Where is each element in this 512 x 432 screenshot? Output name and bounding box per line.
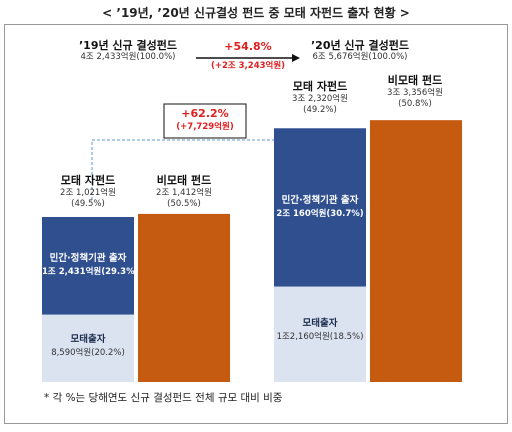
y19-mother-label: 모태 자펀드 [60,174,116,187]
footnote: * 각 %는 당해연도 신규 결성펀드 전체 규모 대비 비중 [44,392,283,404]
y20-nonmother-bar [370,120,462,383]
y20-mother-pct: (49.2%) [303,105,337,115]
y19-private-segment-label: 민간·정책기관 출자 [49,253,127,264]
top-growth-amount: (+2조 3,243억원) [210,61,286,71]
y19-private-segment-bar [42,216,134,315]
y20-fund-label: ’20년 신규 결성펀드 [311,39,409,52]
y20-motae-segment-bar [274,286,366,382]
growth-connector [91,139,325,200]
top-growth-arrowhead [292,54,300,62]
chart-title: < ’19년, ’20년 신규결성 펀드 중 모태 자펀드 출자 현황 > [102,6,410,20]
chart-frame [4,24,508,424]
y20-fund-value: 6조 5,676억원(100.0%) [312,52,408,62]
y20-private-segment-bar [274,128,366,287]
y20-private-segment-label: 민간·정책기관 출자 [281,195,359,206]
y20-nonmother-pct: (50.8%) [398,99,432,109]
y20-motae-segment-label: 모태출자 [302,318,338,329]
y19-nonmother-amount: 2조 1,412억원 [156,188,212,198]
y20-nonmother-label: 비모태 펀드 [387,74,443,87]
y19-motae-segment-label: 모태출자 [70,334,106,345]
y20-nonmother-amount: 3조 3,356억원 [387,88,443,98]
y19-fund-value: 4조 2,433억원(100.0%) [80,52,176,62]
y19-motae-segment-amount: 8,590억원(20.2%) [51,348,125,358]
top-growth-pct: +54.8% [224,40,272,53]
middle-growth-amount: (+7,729억원) [176,122,234,132]
y19-motae-segment-bar [42,314,134,382]
y19-mother-pct: (49.5%) [71,199,105,209]
y19-nonmother-bar [138,213,230,382]
y19-private-segment-amount: 1조 2,431억원(29.3%) [42,267,139,277]
y20-mother-label: 모태 자펀드 [292,80,348,93]
y20-mother-amount: 3조 2,320억원 [292,94,348,104]
y19-fund-label: ’19년 신규 결성펀드 [79,39,177,52]
y20-private-segment-amount: 2조 160억원(30.7%) [276,209,364,219]
middle-growth-box [163,103,247,139]
y19-nonmother-label: 비모태 펀드 [156,174,212,187]
y19-nonmother-pct: (50.5%) [167,199,201,209]
middle-growth-pct: +62.2% [181,107,229,120]
y19-mother-amount: 2조 1,021억원 [60,188,116,198]
y20-motae-segment-amount: 1조2,160억원(18.5%) [276,332,364,342]
